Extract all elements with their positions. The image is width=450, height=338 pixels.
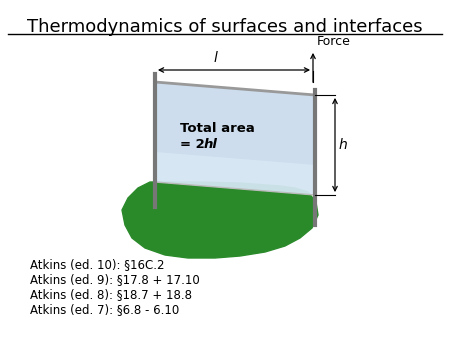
Polygon shape xyxy=(122,182,318,258)
Text: Force: Force xyxy=(317,35,351,48)
Polygon shape xyxy=(155,82,315,195)
Text: Atkins (ed. 7): §6.8 - 6.10: Atkins (ed. 7): §6.8 - 6.10 xyxy=(30,303,179,316)
Text: Total area: Total area xyxy=(180,121,255,135)
Text: Atkins (ed. 8): §18.7 + 18.8: Atkins (ed. 8): §18.7 + 18.8 xyxy=(30,288,192,301)
Text: Thermodynamics of surfaces and interfaces: Thermodynamics of surfaces and interface… xyxy=(27,18,423,36)
Polygon shape xyxy=(155,152,315,195)
Text: Atkins (ed. 10): §16C.2: Atkins (ed. 10): §16C.2 xyxy=(30,258,165,271)
Text: h: h xyxy=(339,138,348,152)
Text: hl: hl xyxy=(204,138,218,150)
Text: l: l xyxy=(213,51,217,65)
Text: Atkins (ed. 9): §17.8 + 17.10: Atkins (ed. 9): §17.8 + 17.10 xyxy=(30,273,200,286)
Text: = 2: = 2 xyxy=(180,138,205,150)
